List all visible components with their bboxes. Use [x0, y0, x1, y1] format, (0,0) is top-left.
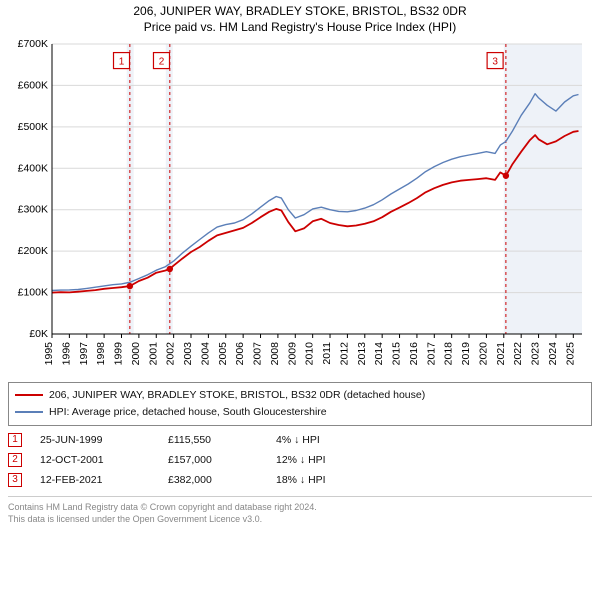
marker-date: 12-OCT-2001: [40, 454, 150, 466]
legend-item: 206, JUNIPER WAY, BRADLEY STOKE, BRISTOL…: [15, 387, 585, 404]
marker-date: 25-JUN-1999: [40, 434, 150, 446]
svg-text:1995: 1995: [43, 342, 55, 366]
svg-text:1: 1: [119, 57, 125, 68]
svg-text:2022: 2022: [512, 342, 524, 366]
svg-text:2025: 2025: [564, 342, 576, 366]
svg-text:£300K: £300K: [18, 204, 48, 216]
svg-text:2014: 2014: [373, 342, 385, 366]
svg-text:£100K: £100K: [18, 287, 48, 299]
marker-price: £382,000: [168, 474, 258, 486]
marker-delta-hpi: 18% ↓ HPI: [276, 474, 366, 486]
marker-number-box: 3: [8, 473, 22, 487]
legend-item: HPI: Average price, detached house, Sout…: [15, 404, 585, 421]
svg-text:£500K: £500K: [18, 121, 48, 133]
chart-title-address: 206, JUNIPER WAY, BRADLEY STOKE, BRISTOL…: [8, 4, 592, 18]
svg-text:2016: 2016: [408, 342, 420, 366]
marker-price: £115,550: [168, 434, 258, 446]
svg-text:1998: 1998: [95, 342, 107, 366]
svg-text:2013: 2013: [356, 342, 368, 366]
svg-text:£400K: £400K: [18, 162, 48, 174]
svg-text:2017: 2017: [425, 342, 437, 366]
data-source-footer: Contains HM Land Registry data © Crown c…: [8, 496, 592, 525]
svg-text:2012: 2012: [338, 342, 350, 366]
svg-text:£200K: £200K: [18, 245, 48, 257]
svg-text:3: 3: [492, 57, 498, 68]
sale-marker-row: 1 25-JUN-1999 £115,550 4% ↓ HPI: [8, 430, 592, 450]
svg-text:2001: 2001: [147, 342, 159, 366]
svg-text:2005: 2005: [217, 342, 229, 366]
svg-text:2020: 2020: [477, 342, 489, 366]
svg-text:1999: 1999: [113, 342, 125, 366]
legend-label: 206, JUNIPER WAY, BRADLEY STOKE, BRISTOL…: [49, 387, 425, 404]
sale-marker-row: 3 12-FEB-2021 £382,000 18% ↓ HPI: [8, 470, 592, 490]
footer-line-2: This data is licensed under the Open Gov…: [8, 513, 592, 525]
svg-text:£0K: £0K: [29, 328, 48, 340]
marker-delta-hpi: 12% ↓ HPI: [276, 454, 366, 466]
chart-container: 206, JUNIPER WAY, BRADLEY STOKE, BRISTOL…: [0, 0, 600, 533]
svg-text:2000: 2000: [130, 342, 142, 366]
svg-text:2004: 2004: [199, 342, 211, 366]
marker-date: 12-FEB-2021: [40, 474, 150, 486]
svg-text:2019: 2019: [460, 342, 472, 366]
svg-text:2024: 2024: [547, 342, 559, 366]
svg-text:2021: 2021: [495, 342, 507, 366]
title-block: 206, JUNIPER WAY, BRADLEY STOKE, BRISTOL…: [8, 4, 592, 34]
marker-number-box: 1: [8, 433, 22, 447]
svg-text:2006: 2006: [234, 342, 246, 366]
marker-number-box: 2: [8, 453, 22, 467]
footer-line-1: Contains HM Land Registry data © Crown c…: [8, 501, 592, 513]
svg-text:1997: 1997: [78, 342, 90, 366]
legend-swatch: [15, 411, 43, 413]
svg-text:2011: 2011: [321, 342, 333, 365]
svg-text:2002: 2002: [165, 342, 177, 366]
svg-text:1996: 1996: [60, 342, 72, 366]
marker-price: £157,000: [168, 454, 258, 466]
svg-text:2015: 2015: [391, 342, 403, 366]
svg-text:2008: 2008: [269, 342, 281, 366]
chart-legend: 206, JUNIPER WAY, BRADLEY STOKE, BRISTOL…: [8, 382, 592, 426]
chart-plot-area: £0K £100K £200K £300K £400K £500K £600K £700K 1 2…: [8, 36, 592, 376]
svg-text:2023: 2023: [530, 342, 542, 366]
sale-marker-row: 2 12-OCT-2001 £157,000 12% ↓ HPI: [8, 450, 592, 470]
svg-text:2: 2: [159, 57, 165, 68]
svg-text:2018: 2018: [443, 342, 455, 366]
price-line-chart: £0K £100K £200K £300K £400K £500K £600K £700K 1 2…: [8, 36, 592, 376]
svg-text:£700K: £700K: [18, 38, 48, 50]
marker-delta-hpi: 4% ↓ HPI: [276, 434, 366, 446]
svg-text:2010: 2010: [304, 342, 316, 366]
svg-text:2003: 2003: [182, 342, 194, 366]
svg-text:2007: 2007: [252, 342, 264, 366]
legend-label: HPI: Average price, detached house, Sout…: [49, 404, 327, 421]
svg-text:£600K: £600K: [18, 79, 48, 91]
sale-markers-table: 1 25-JUN-1999 £115,550 4% ↓ HPI 2 12-OCT-2001…: [8, 430, 592, 490]
legend-swatch: [15, 394, 43, 396]
chart-subtitle: Price paid vs. HM Land Registry's House …: [8, 20, 592, 34]
svg-text:2009: 2009: [286, 342, 298, 366]
